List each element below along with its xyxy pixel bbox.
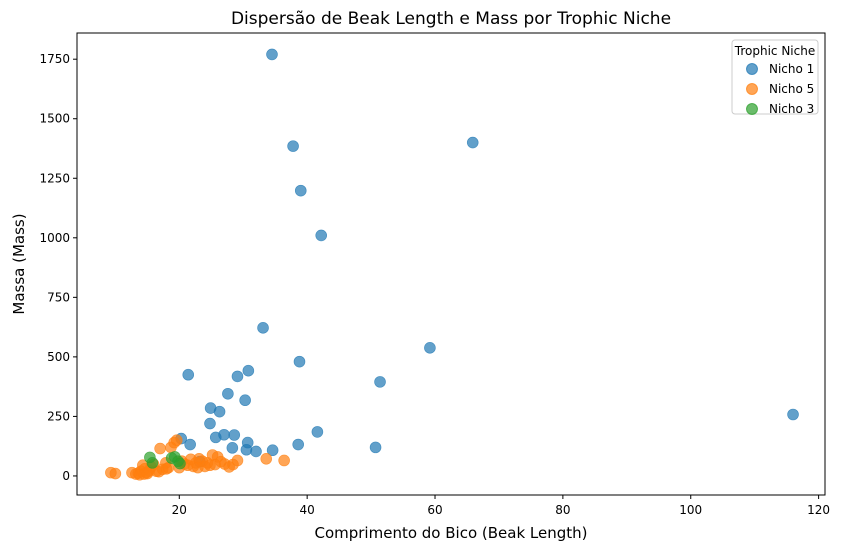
data-point [257, 322, 269, 334]
data-point [174, 457, 186, 470]
legend-marker [746, 103, 758, 115]
y-tick-label: 1000 [39, 231, 70, 245]
legend-marker [746, 63, 758, 75]
series-nicho-1 [175, 48, 799, 468]
y-tick-label: 1750 [39, 52, 70, 66]
y-tick-label: 0 [62, 469, 70, 483]
data-point [292, 438, 305, 451]
x-tick-label: 40 [300, 503, 315, 517]
data-point [250, 445, 262, 458]
data-point [266, 48, 278, 61]
x-tick-label: 60 [427, 503, 442, 517]
x-tick-label: 20 [172, 503, 187, 517]
data-point [266, 444, 279, 457]
data-point [192, 461, 204, 474]
data-point [218, 428, 230, 441]
legend-title: Trophic Niche [734, 44, 815, 58]
legend-label: Nicho 3 [769, 102, 814, 116]
x-tick-label: 80 [555, 503, 570, 517]
data-point [184, 438, 196, 451]
y-tick-label: 750 [47, 290, 70, 304]
x-tick-label: 120 [807, 503, 830, 517]
y-tick-label: 250 [47, 409, 70, 423]
series-nicho-5 [105, 434, 290, 481]
data-point [109, 467, 122, 480]
series-nicho-3 [144, 451, 186, 470]
data-point [182, 368, 195, 381]
y-tick-label: 1250 [39, 171, 70, 185]
y-axis-label: Massa (Mass) [10, 213, 28, 314]
x-tick-label: 100 [679, 503, 702, 517]
data-point [222, 387, 234, 400]
x-axis-label: Comprimento do Bico (Beak Length) [314, 524, 587, 542]
data-point [160, 463, 173, 475]
data-point [240, 443, 253, 456]
data-point [424, 342, 436, 354]
plot-area: 20 40 60 80 100 120 0 250 500 750 1000 1250 1500 1750 [39, 48, 830, 517]
legend-label: Nicho 1 [769, 62, 814, 76]
data-point [231, 454, 244, 467]
data-point [287, 140, 299, 152]
data-point [242, 364, 255, 377]
data-point [311, 426, 324, 438]
y-tick-label: 500 [47, 350, 70, 364]
data-point [260, 453, 273, 465]
data-point [315, 229, 328, 242]
data-point [466, 136, 479, 149]
data-point [170, 434, 183, 447]
legend: Trophic Niche Nicho 1 Nicho 5 Nicho 3 [731, 39, 819, 116]
data-point [293, 355, 306, 368]
data-point [369, 441, 382, 454]
data-point [146, 457, 159, 469]
legend-marker [746, 83, 758, 95]
data-point [294, 184, 307, 197]
data-point [204, 417, 216, 430]
plot-frame [76, 32, 826, 496]
data-point [231, 370, 244, 383]
data-point [278, 454, 290, 467]
legend-label: Nicho 5 [769, 82, 814, 96]
data-point [228, 429, 241, 441]
chart-title: Dispersão de Beak Length e Mass por Trop… [231, 9, 671, 29]
y-tick-label: 1500 [39, 112, 70, 126]
data-point [374, 376, 386, 388]
data-point [154, 442, 166, 455]
data-point [239, 394, 251, 407]
legend-box [731, 39, 819, 115]
data-point [226, 442, 239, 454]
data-point [213, 405, 226, 418]
data-point [787, 408, 799, 421]
data-point [141, 467, 154, 480]
